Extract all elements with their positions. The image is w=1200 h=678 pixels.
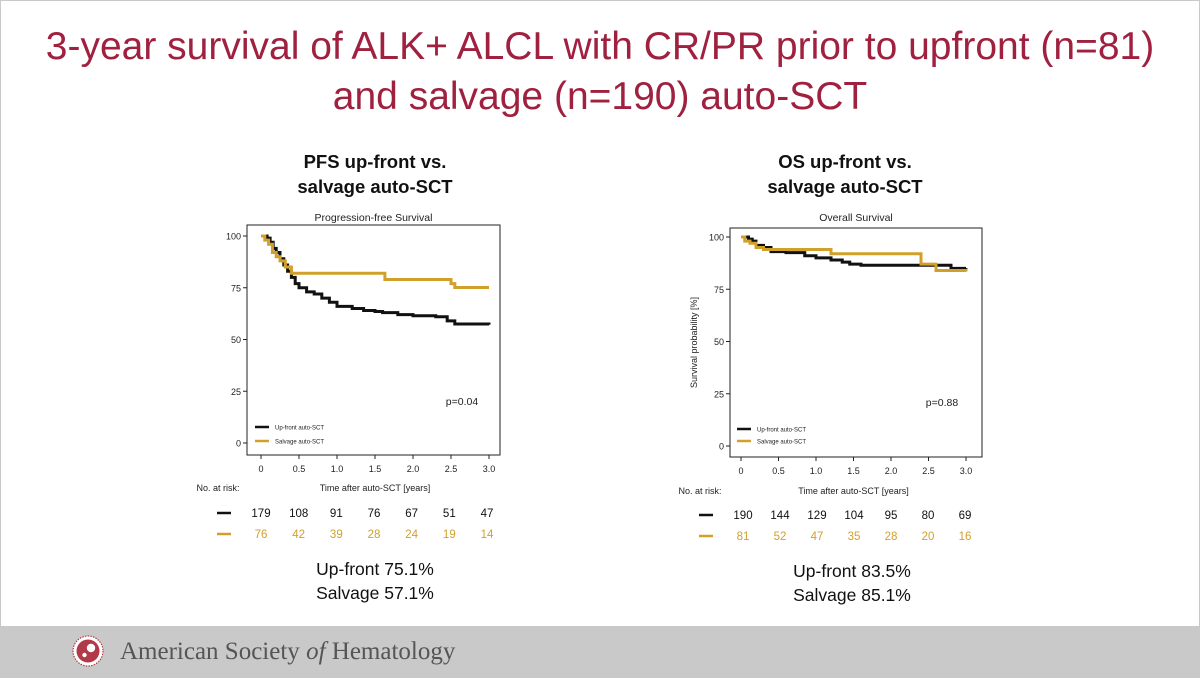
pfs-panel-heading: PFS up-front vs. salvage auto-SCT xyxy=(255,149,495,199)
pfs-risk-value: 179 xyxy=(251,508,270,520)
pfs-risk-value: 14 xyxy=(481,529,494,541)
pfs-p-value: p=0.04 xyxy=(446,396,479,408)
pfs-series-upfront-line xyxy=(261,234,491,326)
os-ytick-label: 0 xyxy=(719,442,724,452)
os-ytick-label: 50 xyxy=(714,337,724,347)
pfs-xtick-label: 0.5 xyxy=(293,464,306,474)
os-risk-value: 81 xyxy=(737,531,750,543)
pfs-heading-line1: PFS up-front vs. xyxy=(303,151,447,172)
pfs-risk-label: No. at risk: xyxy=(196,483,239,493)
pfs-series-salvage-line xyxy=(261,234,489,290)
os-risk-value: 190 xyxy=(733,510,752,522)
pfs-ytick-label: 75 xyxy=(231,283,241,293)
pfs-risk-value: 28 xyxy=(368,529,381,541)
footer-bar: American Society of Hematology xyxy=(0,626,1200,678)
pfs-xtick-label: 2.0 xyxy=(407,464,420,474)
ash-logo-icon xyxy=(72,635,104,667)
os-risk-value: 104 xyxy=(844,510,864,522)
os-plot-frame xyxy=(729,227,983,458)
os-risk-label: No. at risk: xyxy=(678,486,721,496)
pfs-risk-value: 39 xyxy=(330,529,343,541)
os-risk-value: 144 xyxy=(770,510,790,522)
pfs-xtick-label: 1.5 xyxy=(369,464,382,474)
pfs-summary-upfront: Up-front 75.1% xyxy=(316,559,434,579)
os-risk-value: 69 xyxy=(959,510,972,522)
org-suffix: Hematology xyxy=(325,638,456,665)
pfs-risk-value: 76 xyxy=(255,529,268,541)
pfs-legend-label: Up-front auto-SCT xyxy=(275,426,324,432)
os-p-value: p=0.88 xyxy=(926,397,959,409)
os-chart-subtitle: Overall Survival xyxy=(819,212,893,224)
os-legend-label: Up-front auto-SCT xyxy=(757,428,806,434)
pfs-risk-value: 19 xyxy=(443,529,456,541)
slide-title-line2: and salvage (n=190) auto-SCT xyxy=(332,75,868,118)
pfs-xtick-label: 1.0 xyxy=(331,464,344,474)
slide-title: 3-year survival of ALK+ ALCL with CR/PR … xyxy=(0,22,1200,122)
pfs-chart-subtitle: Progression-free Survival xyxy=(315,212,433,224)
pfs-summary-salvage: Salvage 57.1% xyxy=(316,583,434,603)
os-risk-value: 47 xyxy=(811,531,824,543)
org-prefix: American Society xyxy=(120,638,307,665)
pfs-risk-value: 42 xyxy=(292,529,305,541)
os-ytick-label: 25 xyxy=(714,389,724,399)
os-xtick-label: 3.0 xyxy=(960,466,973,476)
pfs-ytick-label: 0 xyxy=(236,439,241,449)
pfs-risk-value: 51 xyxy=(443,508,456,520)
os-xtick-label: 2.5 xyxy=(922,466,935,476)
os-summary-salvage: Salvage 85.1% xyxy=(793,585,911,605)
pfs-legend-label: Salvage auto-SCT xyxy=(275,440,324,446)
os-risk-value: 20 xyxy=(922,531,935,543)
pfs-risk-value: 67 xyxy=(405,508,418,520)
os-panel-heading: OS up-front vs. salvage auto-SCT xyxy=(725,149,965,199)
org-name: American Society of Hematology xyxy=(120,637,455,667)
pfs-risk-value: 76 xyxy=(368,508,381,520)
os-summary: Up-front 83.5% Salvage 85.1% xyxy=(732,559,972,607)
os-ytick-label: 75 xyxy=(714,285,724,295)
os-y-axis-label: Survival probability [%] xyxy=(689,297,699,388)
pfs-summary: Up-front 75.1% Salvage 57.1% xyxy=(255,557,495,605)
os-xtick-label: 0.5 xyxy=(772,466,785,476)
pfs-x-axis-label: Time after auto-SCT [years] xyxy=(320,483,431,493)
os-risk-value: 35 xyxy=(848,531,861,543)
pfs-risk-value: 24 xyxy=(405,529,418,541)
pfs-ytick-label: 50 xyxy=(231,335,241,345)
os-risk-value: 129 xyxy=(807,510,826,522)
os-xtick-label: 2.0 xyxy=(885,466,898,476)
pfs-ytick-label: 100 xyxy=(226,232,241,242)
os-xtick-label: 1.0 xyxy=(810,466,823,476)
pfs-xtick-label: 0 xyxy=(258,464,263,474)
os-summary-upfront: Up-front 83.5% xyxy=(793,561,911,581)
os-risk-value: 16 xyxy=(959,531,972,543)
pfs-risk-value: 47 xyxy=(481,508,494,520)
slide-title-line1: 3-year survival of ALK+ ALCL with CR/PR … xyxy=(45,25,1155,68)
os-series-salvage-line xyxy=(741,235,968,272)
pfs-risk-value: 108 xyxy=(289,508,308,520)
os-risk-value: 95 xyxy=(885,510,898,522)
org-italic: of xyxy=(306,638,326,665)
os-heading-line2: salvage auto-SCT xyxy=(767,176,923,197)
os-risk-value: 80 xyxy=(922,510,935,522)
os-risk-value: 52 xyxy=(774,531,787,543)
pfs-xtick-label: 3.0 xyxy=(483,464,496,474)
pfs-xtick-label: 2.5 xyxy=(445,464,458,474)
pfs-risk-value: 91 xyxy=(330,508,343,520)
os-ytick-label: 100 xyxy=(709,233,724,243)
pfs-heading-line2: salvage auto-SCT xyxy=(297,176,453,197)
os-series-upfront-line xyxy=(741,235,968,270)
os-xtick-label: 1.5 xyxy=(847,466,860,476)
pfs-ytick-label: 25 xyxy=(231,387,241,397)
os-legend-label: Salvage auto-SCT xyxy=(757,440,806,446)
os-heading-line1: OS up-front vs. xyxy=(778,151,912,172)
km-charts: Progression-free Survival 0 25 50 75 100 0 0.5 1… xyxy=(196,212,983,543)
os-xtick-label: 0 xyxy=(738,466,743,476)
os-risk-value: 28 xyxy=(885,531,898,543)
os-x-axis-label: Time after auto-SCT [years] xyxy=(798,486,909,496)
